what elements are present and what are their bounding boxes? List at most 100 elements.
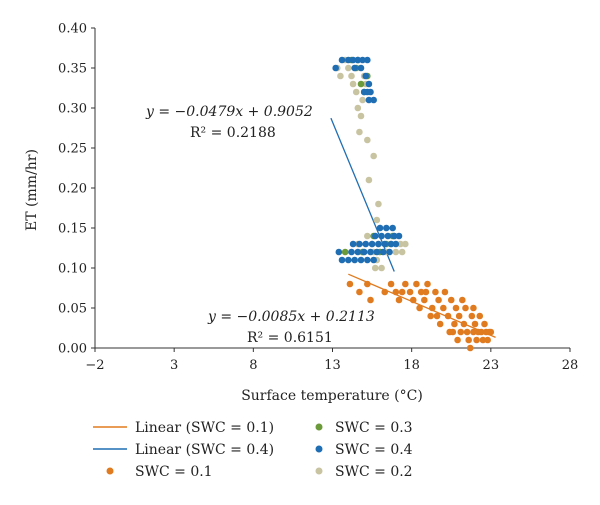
r-squared-label: R² = 0.2188 [190,125,276,141]
data-point [357,80,365,88]
data-point [346,280,354,288]
y-tick-label: 0.25 [58,142,87,157]
data-point [462,304,469,312]
legend-label: Linear (SWC = 0.1) [135,420,274,436]
data-point [421,296,428,304]
data-point [460,320,468,328]
data-point [364,280,371,288]
y-tick-label: 0.40 [58,22,87,37]
data-point [387,280,395,288]
data-point [345,256,352,264]
trendline [330,117,395,272]
x-tick-label: 3 [170,358,178,373]
data-point [341,248,349,256]
data-point [345,56,352,64]
data-point [406,288,414,296]
data-point [397,240,404,248]
data-point [367,88,374,96]
legend-marker-swatch [315,467,323,475]
data-point [465,336,472,344]
data-point [370,256,377,264]
data-point [413,280,420,288]
data-point [370,96,377,104]
data-point [368,240,376,248]
data-point [365,96,373,104]
legend-marker-swatch [315,445,323,453]
data-point [457,328,465,336]
data-point [378,264,385,272]
y-axis-title: ET (mm/hr) [24,149,40,231]
data-point [357,256,365,264]
data-point [424,280,431,288]
legend-item: SWC = 0.1 [106,464,213,480]
data-point [432,288,439,296]
data-point [378,232,385,240]
y-tick-label: 0.10 [58,262,87,277]
legend-marker-swatch [106,467,114,475]
data-point [379,248,387,256]
x-tick-label: 28 [562,358,579,373]
legend-label: SWC = 0.3 [335,420,413,436]
data-point [484,336,491,344]
data-point [365,80,373,88]
data-point [362,72,370,80]
data-point [364,256,371,264]
legend-item: SWC = 0.3 [315,420,413,436]
data-point [435,296,442,304]
data-point [440,304,447,312]
data-point [444,312,452,320]
data-point [478,328,485,336]
data-point [463,328,471,336]
regression-equation: y = −0.0479x + 0.9052 [145,104,313,120]
data-point [392,240,400,248]
data-point [360,88,368,96]
data-point [356,240,363,248]
data-point [459,296,466,304]
data-point [356,128,363,136]
data-point [422,288,430,296]
data-point [452,304,460,312]
data-point [338,56,346,64]
x-tick-label: −2 [85,358,104,373]
data-point [359,96,366,104]
data-point [376,224,384,232]
data-point [466,344,474,352]
data-point [349,56,357,64]
data-point [371,264,379,272]
data-point [468,312,476,320]
data-point [360,248,368,256]
data-point [386,248,393,256]
r-squared-label: R² = 0.6151 [247,330,333,346]
data-point [395,232,403,240]
data-point [487,328,495,336]
data-point [351,256,358,264]
chart-annotations: y = −0.0479x + 0.9052 R² = 0.2188 y = −0.0… [145,104,375,346]
data-point [473,336,480,344]
data-point [332,64,339,72]
x-tick-label: 23 [483,358,500,373]
data-point [409,296,417,304]
data-point [348,72,355,80]
data-point [351,64,358,72]
data-point [383,224,390,232]
data-point [476,312,484,320]
data-point [398,288,406,296]
data-point [365,176,373,184]
data-point [367,248,374,256]
data-point [471,320,479,328]
data-point [354,248,362,256]
legend-label: Linear (SWC = 0.4) [135,442,274,458]
data-point [392,248,400,256]
data-point [349,240,357,248]
x-tick-label: 13 [324,358,341,373]
data-point [417,288,425,296]
data-point [395,296,403,304]
chart-legend: Linear (SWC = 0.1) SWC = 0.3 Linear (SWC =… [93,420,413,480]
legend-marker-swatch [315,423,323,431]
data-point [373,248,381,256]
data-point [427,312,434,320]
data-point [449,328,457,336]
x-tick-label: 18 [403,358,420,373]
data-point [387,240,395,248]
data-point [373,216,381,224]
